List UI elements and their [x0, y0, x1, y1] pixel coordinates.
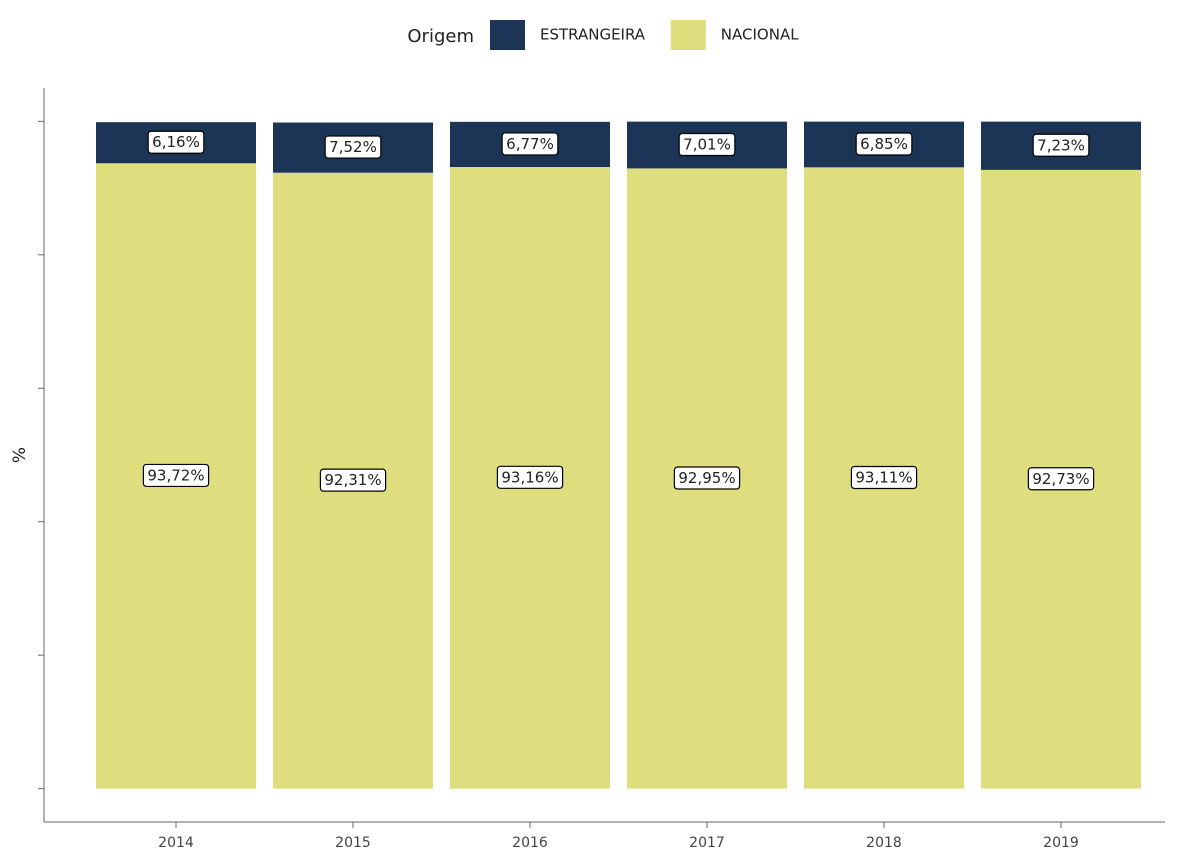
- data-label: 93,72%: [147, 466, 204, 484]
- data-label: 7,01%: [683, 136, 731, 154]
- data-label-box: [1027, 467, 1095, 491]
- x-tick-label: 2014: [158, 835, 194, 851]
- data-label-box: [1032, 133, 1090, 157]
- data-label: 7,23%: [1037, 136, 1085, 154]
- legend-swatch: [490, 20, 525, 50]
- x-tick-label: 2015: [335, 835, 371, 851]
- y-axis-label: %: [10, 447, 30, 463]
- data-label-box: [142, 463, 210, 488]
- data-label: 93,11%: [855, 468, 912, 486]
- legend-title: Origem: [407, 26, 474, 47]
- x-tick-label: 2016: [512, 835, 548, 851]
- data-label-box: [850, 465, 918, 490]
- data-label: 92,73%: [1032, 470, 1089, 488]
- x-tick-label: 2017: [689, 835, 725, 851]
- data-label: 6,85%: [860, 135, 908, 153]
- data-label-box: [673, 466, 741, 490]
- data-label-box: [147, 130, 205, 154]
- data-label-box: [855, 132, 913, 156]
- legend-swatch: [670, 20, 706, 50]
- data-label: 92,31%: [324, 471, 381, 489]
- data-label: 7,52%: [329, 138, 377, 156]
- data-label-box: [319, 468, 387, 492]
- data-label: 92,95%: [678, 469, 735, 487]
- data-label-box: [501, 132, 559, 156]
- data-label: 6,77%: [506, 135, 554, 153]
- data-label-box: [496, 465, 564, 489]
- data-label-box: [324, 135, 382, 159]
- x-tick-label: 2018: [866, 835, 902, 851]
- data-label: 6,16%: [152, 133, 200, 151]
- legend-label: NACIONAL: [721, 26, 799, 44]
- data-label: 93,16%: [501, 468, 558, 486]
- data-label-box: [678, 132, 736, 157]
- x-tick-label: 2019: [1043, 835, 1079, 851]
- legend-label: ESTRANGEIRA: [540, 26, 646, 44]
